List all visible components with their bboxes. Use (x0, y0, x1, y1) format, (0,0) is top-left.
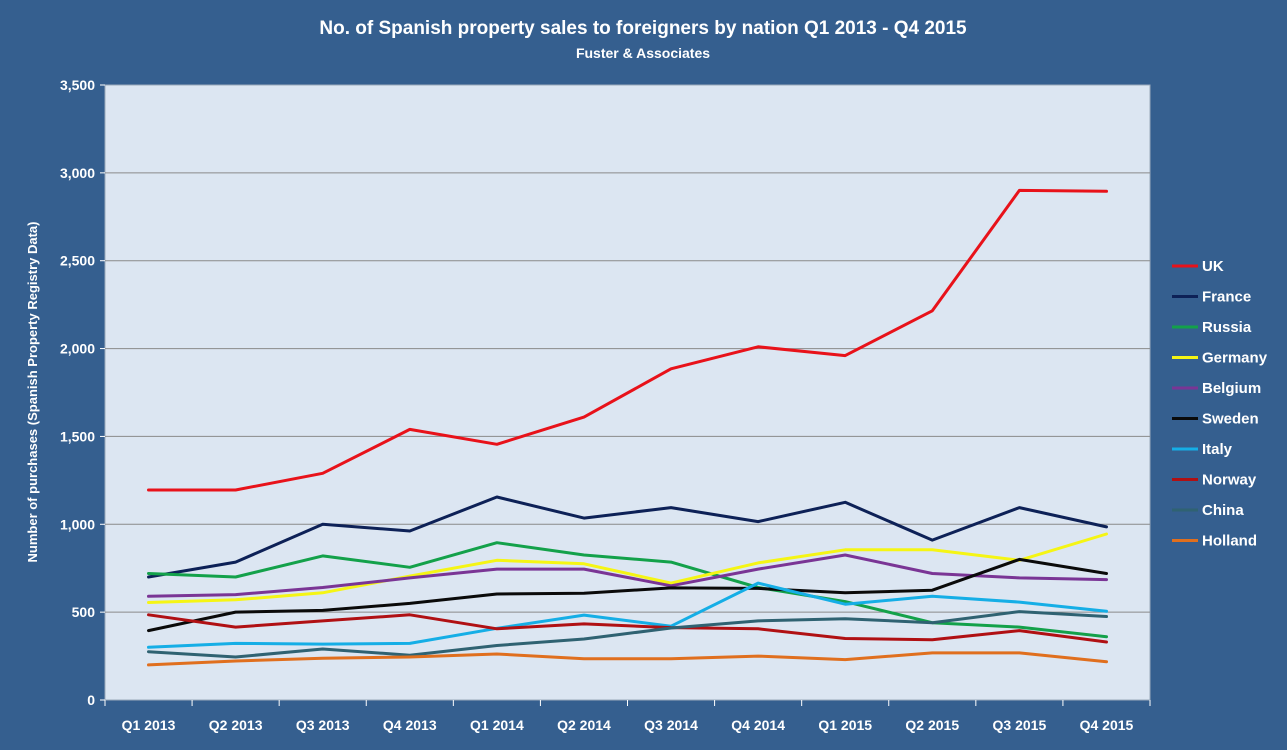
chart-title: No. of Spanish property sales to foreign… (319, 18, 967, 39)
x-tick-label: Q4 2015 (1080, 717, 1134, 733)
x-tick-label: Q1 2014 (470, 717, 524, 733)
y-tick-label: 3,000 (60, 165, 95, 181)
legend-label-norway: Norway (1202, 472, 1257, 489)
legend-label-france: France (1202, 289, 1251, 306)
series-line-uk (147, 188, 1108, 492)
series-line-belgium (147, 553, 1108, 598)
series-line-germany (147, 532, 1108, 604)
legend-label-russia: Russia (1202, 319, 1252, 336)
y-tick-label: 0 (87, 692, 95, 708)
series-line-china (147, 610, 1108, 659)
y-tick-label: 1,000 (60, 516, 95, 532)
x-tick-label: Q4 2014 (731, 717, 785, 733)
x-tick-label: Q2 2014 (557, 717, 611, 733)
legend-label-belgium: Belgium (1202, 380, 1261, 397)
legend-label-holland: Holland (1202, 533, 1257, 550)
x-tick-label: Q2 2013 (209, 717, 263, 733)
x-tick-label: Q2 2015 (905, 717, 959, 733)
y-axis-ticks: 0 500 1,000 1,500 2,000 2,500 3,000 3,500 (60, 77, 105, 708)
x-tick-label: Q1 2015 (818, 717, 872, 733)
legend: UK France Russia Germany Belgium Sweden Italy N… (1172, 258, 1268, 550)
series-line-france (147, 495, 1108, 579)
y-tick-label: 2,500 (60, 253, 95, 269)
y-tick-label: 2,000 (60, 341, 95, 357)
legend-label-uk: UK (1202, 258, 1224, 275)
x-tick-label: Q1 2013 (122, 717, 176, 733)
x-tick-label: Q3 2015 (993, 717, 1047, 733)
y-axis-label: Number of purchases (Spanish Property Re… (25, 222, 40, 563)
x-tick-label: Q4 2013 (383, 717, 437, 733)
series-lines (147, 188, 1108, 667)
y-tick-label: 500 (72, 604, 96, 620)
series-line-holland (147, 651, 1108, 667)
legend-label-china: China (1202, 502, 1244, 519)
legend-label-italy: Italy (1202, 441, 1233, 458)
x-axis-ticks: Q1 2013 Q2 2013 Q3 2013 Q4 2013 Q1 2014 Q2 20… (104, 700, 1151, 733)
series-line-italy (147, 581, 1108, 649)
y-tick-label: 1,500 (60, 428, 95, 444)
series-line-russia (147, 541, 1108, 639)
legend-label-sweden: Sweden (1202, 411, 1259, 428)
series-line-norway (147, 613, 1108, 644)
y-tick-label: 3,500 (60, 77, 95, 93)
legend-label-germany: Germany (1202, 350, 1268, 367)
x-tick-label: Q3 2013 (296, 717, 350, 733)
x-tick-label: Q3 2014 (644, 717, 698, 733)
chart-subtitle: Fuster & Associates (576, 45, 710, 61)
series-line-sweden (147, 557, 1108, 633)
